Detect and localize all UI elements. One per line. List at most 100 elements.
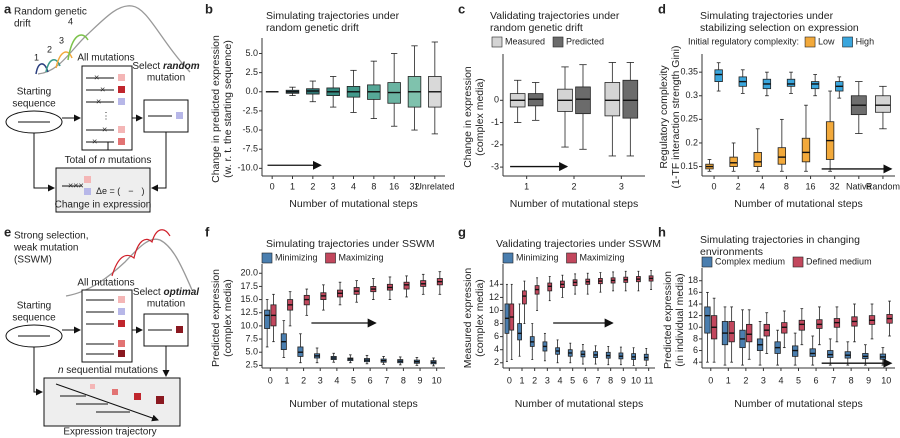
legend-swatch: [502, 252, 514, 264]
legend-swatch: [261, 252, 273, 264]
box: [786, 78, 796, 87]
count-text: mutations: [105, 155, 151, 166]
arrow: [151, 132, 167, 192]
x-tick-label: 6: [368, 375, 373, 385]
x-tick-label: 2: [743, 375, 748, 385]
diagram-title: weak mutation: [13, 243, 78, 254]
x-tick-label: 3: [545, 375, 550, 385]
diagram-title: (SSWM): [14, 255, 52, 266]
mutation-mark: ×××: [68, 180, 84, 190]
mutation-mark: [84, 176, 91, 183]
x-tick-label: 10: [432, 375, 442, 385]
chart-title: Validating trajectories under SSWM: [496, 238, 661, 250]
chart-title: random genetic drift: [490, 22, 583, 34]
result-label: Change in expression: [55, 200, 152, 211]
legend-swatch: [701, 256, 713, 268]
x-axis-title: Number of mutational steps: [734, 398, 862, 410]
y-tick-label: 15.0: [240, 294, 258, 304]
y-tick-label: 6: [693, 345, 698, 355]
pool-label: All mutations: [77, 53, 134, 64]
y-tick-label: 5.0: [245, 48, 258, 58]
svg-text:×: ×: [100, 84, 105, 94]
mutation-list: [86, 77, 114, 143]
box: [714, 69, 723, 83]
y-tick-label: -7.5: [242, 144, 258, 154]
x-axis-title: Number of mutational steps: [289, 398, 417, 410]
count-label: Total of n mutations: [65, 155, 152, 166]
y-tick-label: 7.5: [245, 333, 258, 343]
y-tick-label: 0.15: [680, 161, 698, 171]
y-tick-label: 2.5: [245, 360, 258, 370]
box: [746, 323, 753, 343]
x-tick-label: 0: [712, 181, 717, 191]
x-tick-label: 32: [830, 181, 840, 191]
legend-label: Minimizing: [516, 252, 559, 262]
x-tick-label: 4: [760, 181, 765, 191]
panel-label: d: [658, 1, 666, 16]
y-tick-label: 0.35: [680, 67, 698, 77]
y-tick-label: 0.25: [680, 114, 698, 124]
y-tick-label: 10: [489, 305, 499, 315]
box: [575, 86, 591, 115]
drift-step: [45, 59, 61, 73]
x-tick-label: 2: [301, 375, 306, 385]
x-tick-label: 7: [831, 375, 836, 385]
mutation-mark: [176, 326, 183, 333]
x-tick-label: 2: [571, 181, 576, 191]
x-tick-label: 2: [310, 181, 315, 191]
y-axis-title: Change in predicted expression: [210, 35, 222, 183]
formula: Δe = (−): [96, 186, 145, 196]
box: [728, 321, 735, 343]
x-tick-label: 8: [608, 375, 613, 385]
y-tick-label: -2: [491, 139, 499, 149]
diagram-title: drift: [14, 19, 31, 30]
x-tick-label: 3: [331, 181, 336, 191]
x-tick-label: 1: [290, 181, 295, 191]
y-tick-label: -1: [491, 117, 499, 127]
y-tick-label: 20.0: [240, 268, 258, 278]
y-tick-label: 16: [688, 287, 698, 297]
legend-swatch: [325, 252, 336, 264]
box: [875, 95, 891, 113]
box: [729, 156, 738, 167]
x-tick-label: 3: [318, 375, 323, 385]
x-tick-label: 5: [796, 375, 801, 385]
chart-title: Simulating trajectories in changing: [700, 234, 860, 246]
legend-swatch: [842, 36, 853, 48]
formula-part: −: [128, 186, 133, 196]
count-text: sequential mutations: [64, 365, 159, 376]
x-tick-label: 6: [583, 375, 588, 385]
trajectory-steps: [60, 384, 164, 413]
box: [517, 323, 522, 341]
fitness-landscape: [37, 5, 191, 75]
y-tick-label: 0.0: [245, 86, 258, 96]
mutation-pool: [81, 65, 133, 151]
drift-step: [67, 34, 89, 61]
x-tick-label: 32: [409, 181, 419, 191]
start-label: Starting: [17, 87, 51, 98]
x-tick-label: 6: [814, 375, 819, 385]
y-tick-label: 2: [494, 357, 499, 367]
svg-text:×: ×: [92, 136, 97, 146]
chart-title: stabilizing selection on expression: [700, 22, 859, 34]
x-tick-label: 8: [371, 181, 376, 191]
y-axis-title: Measured expression: [462, 268, 474, 369]
y-tick-label: 12: [489, 292, 499, 302]
x-tick-label: 2: [532, 375, 537, 385]
box: [809, 348, 816, 357]
x-tick-label: 4: [778, 375, 783, 385]
x-axis-title: Number of mutational steps: [510, 198, 638, 210]
legend-swatch: [491, 36, 503, 48]
box: [604, 82, 621, 117]
box: [264, 309, 271, 329]
drift-step: [55, 51, 73, 69]
y-tick-label: 4: [494, 344, 499, 354]
y-tick-label: 14: [489, 279, 499, 289]
y-tick-label: 10.0: [240, 320, 258, 330]
select-emphasis: optimal: [164, 287, 200, 298]
panel-label: e: [4, 224, 11, 239]
y-tick-label: 0.3: [685, 90, 698, 100]
y-axis-title: Change in expression: [462, 66, 474, 168]
x-tick-label: 8: [784, 181, 789, 191]
y-axis-title: (complex media): [474, 279, 486, 357]
